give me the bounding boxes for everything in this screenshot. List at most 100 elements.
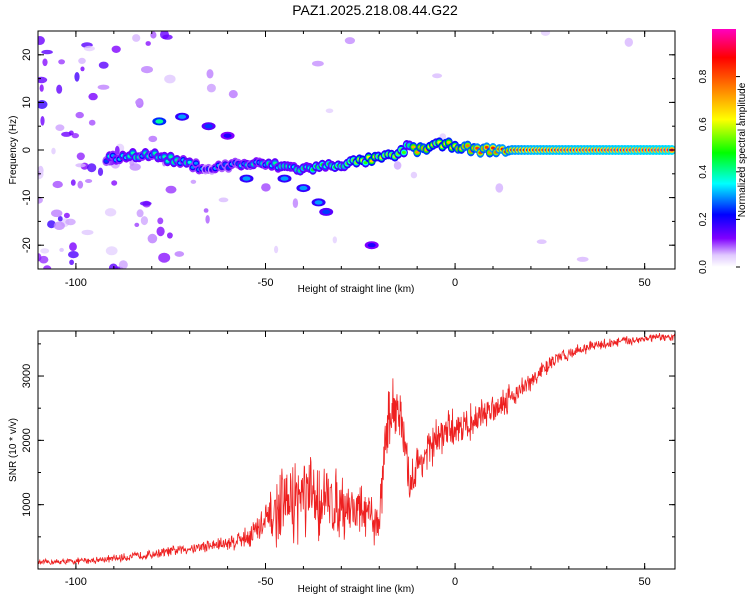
spectrogram-panel: -100 -50 0 50 20 10 0 -10 -20 Height of straight… xyxy=(8,30,676,295)
noise-speckle xyxy=(41,49,53,55)
noise-speckle xyxy=(53,221,65,230)
spectrogram-xlabel: Height of straight line (km) xyxy=(298,284,415,295)
noise-speckle xyxy=(80,66,85,72)
noise-speckle xyxy=(69,242,77,252)
noise-speckle xyxy=(150,31,157,39)
x-tick-label: 50 xyxy=(639,576,651,588)
snr-ticks: -100 -50 0 50 3000 2000 1000 xyxy=(21,331,675,588)
noise-speckle xyxy=(111,180,118,186)
spectral-blob-core xyxy=(242,176,251,181)
noise-speckle xyxy=(167,232,173,239)
noise-speckle xyxy=(71,133,80,139)
y-tick-label: 2000 xyxy=(21,428,33,452)
ridge-core xyxy=(194,161,198,165)
noise-speckle xyxy=(190,179,197,184)
noise-speckle xyxy=(165,185,177,194)
noise-speckle xyxy=(78,57,86,64)
y-tick-label: 20 xyxy=(21,49,33,61)
ridge-core xyxy=(484,145,489,149)
colorbar: 0.0 0.2 0.4 0.6 0.8 Normalized spectral ampl… xyxy=(698,29,748,274)
y-tick-label: 1000 xyxy=(21,492,33,516)
noise-speckle xyxy=(140,216,148,226)
noise-speckle xyxy=(61,131,72,137)
noise-speckle xyxy=(439,133,447,140)
spectrogram-ticks: -100 -50 0 50 20 10 0 -10 -20 xyxy=(21,30,675,289)
noise-speckle xyxy=(164,74,176,84)
noise-speckle xyxy=(274,245,279,254)
noise-speckle xyxy=(40,116,45,126)
noise-speckle xyxy=(75,163,86,168)
noise-speckle xyxy=(136,209,144,218)
noise-speckle xyxy=(38,36,45,45)
noise-speckle xyxy=(111,45,121,53)
noise-speckle xyxy=(624,37,633,47)
noise-speckle xyxy=(88,119,96,126)
colorbar-tick-label: 0.8 xyxy=(698,69,709,83)
ridge-core xyxy=(411,145,416,149)
spectrogram-marks xyxy=(38,31,675,269)
noise-speckle xyxy=(218,197,229,203)
spectral-blob-core xyxy=(155,119,164,124)
noise-speckle xyxy=(38,253,42,262)
colorbar-tick-label: 0.0 xyxy=(698,260,709,274)
noise-speckle xyxy=(148,135,158,143)
noise-speckle xyxy=(39,84,44,92)
noise-speckle xyxy=(147,233,158,244)
noise-speckle xyxy=(56,84,63,94)
spectral-blob-core xyxy=(322,209,331,215)
noise-speckle xyxy=(105,246,118,256)
ridge-core xyxy=(363,161,368,165)
spectral-blob-core xyxy=(280,176,289,181)
x-tick-label: -100 xyxy=(65,277,87,289)
noise-speckle xyxy=(40,248,50,254)
colorbar-tick-label: 0.6 xyxy=(698,117,709,131)
spectral-blob-core xyxy=(178,114,187,119)
x-tick-label: 0 xyxy=(452,277,458,289)
noise-speckle xyxy=(344,37,355,45)
x-tick-label: 0 xyxy=(452,576,458,588)
noise-speckle xyxy=(312,60,324,67)
noise-speckle xyxy=(81,229,94,236)
ridge-core xyxy=(446,140,451,144)
noise-speckle xyxy=(88,92,98,101)
noise-speckle xyxy=(206,69,214,79)
ridge-core xyxy=(401,151,406,154)
noise-speckle xyxy=(206,83,216,93)
noise-speckle xyxy=(59,247,64,252)
noise-speckle xyxy=(135,99,143,106)
x-tick-label: -50 xyxy=(258,277,274,289)
ridge-core xyxy=(465,144,470,148)
noise-speckle xyxy=(118,260,128,269)
y-tick-label: -20 xyxy=(21,237,33,253)
noise-speckle xyxy=(70,179,76,186)
ridge-core xyxy=(168,155,173,159)
noise-speckle xyxy=(540,31,551,36)
snr-frame xyxy=(37,330,676,570)
noise-speckle xyxy=(576,256,589,262)
noise-speckle xyxy=(162,34,173,40)
noise-speckle xyxy=(98,61,109,69)
spectral-blob-core xyxy=(204,124,213,129)
colorbar-tick-label: 0.4 xyxy=(698,164,709,178)
noise-speckle xyxy=(261,183,271,192)
noise-speckle xyxy=(156,226,165,237)
noise-speckle xyxy=(43,265,52,269)
noise-speckle xyxy=(325,108,334,114)
noise-speckle xyxy=(132,34,141,42)
noise-speckle xyxy=(332,236,337,244)
noise-speckle xyxy=(63,212,70,219)
figure-title: PAZ1.2025.218.08.44.G22 xyxy=(292,2,458,18)
noise-speckle xyxy=(129,159,135,166)
noise-speckle xyxy=(85,179,93,183)
noise-speckle xyxy=(68,251,79,259)
spectrogram-ylabel: Frequency (Hz) xyxy=(8,116,19,185)
noise-speckle xyxy=(69,259,74,265)
y-tick-label: 3000 xyxy=(21,364,33,388)
x-tick-label: -50 xyxy=(258,576,274,588)
snr-panel: -100 -50 0 50 3000 2000 1000 Height of straigh… xyxy=(8,330,676,595)
x-tick-label: -100 xyxy=(65,576,87,588)
noise-speckle xyxy=(76,152,85,161)
noise-speckle xyxy=(55,124,65,131)
x-tick-label: 50 xyxy=(639,277,651,289)
noise-speckle xyxy=(104,208,117,217)
